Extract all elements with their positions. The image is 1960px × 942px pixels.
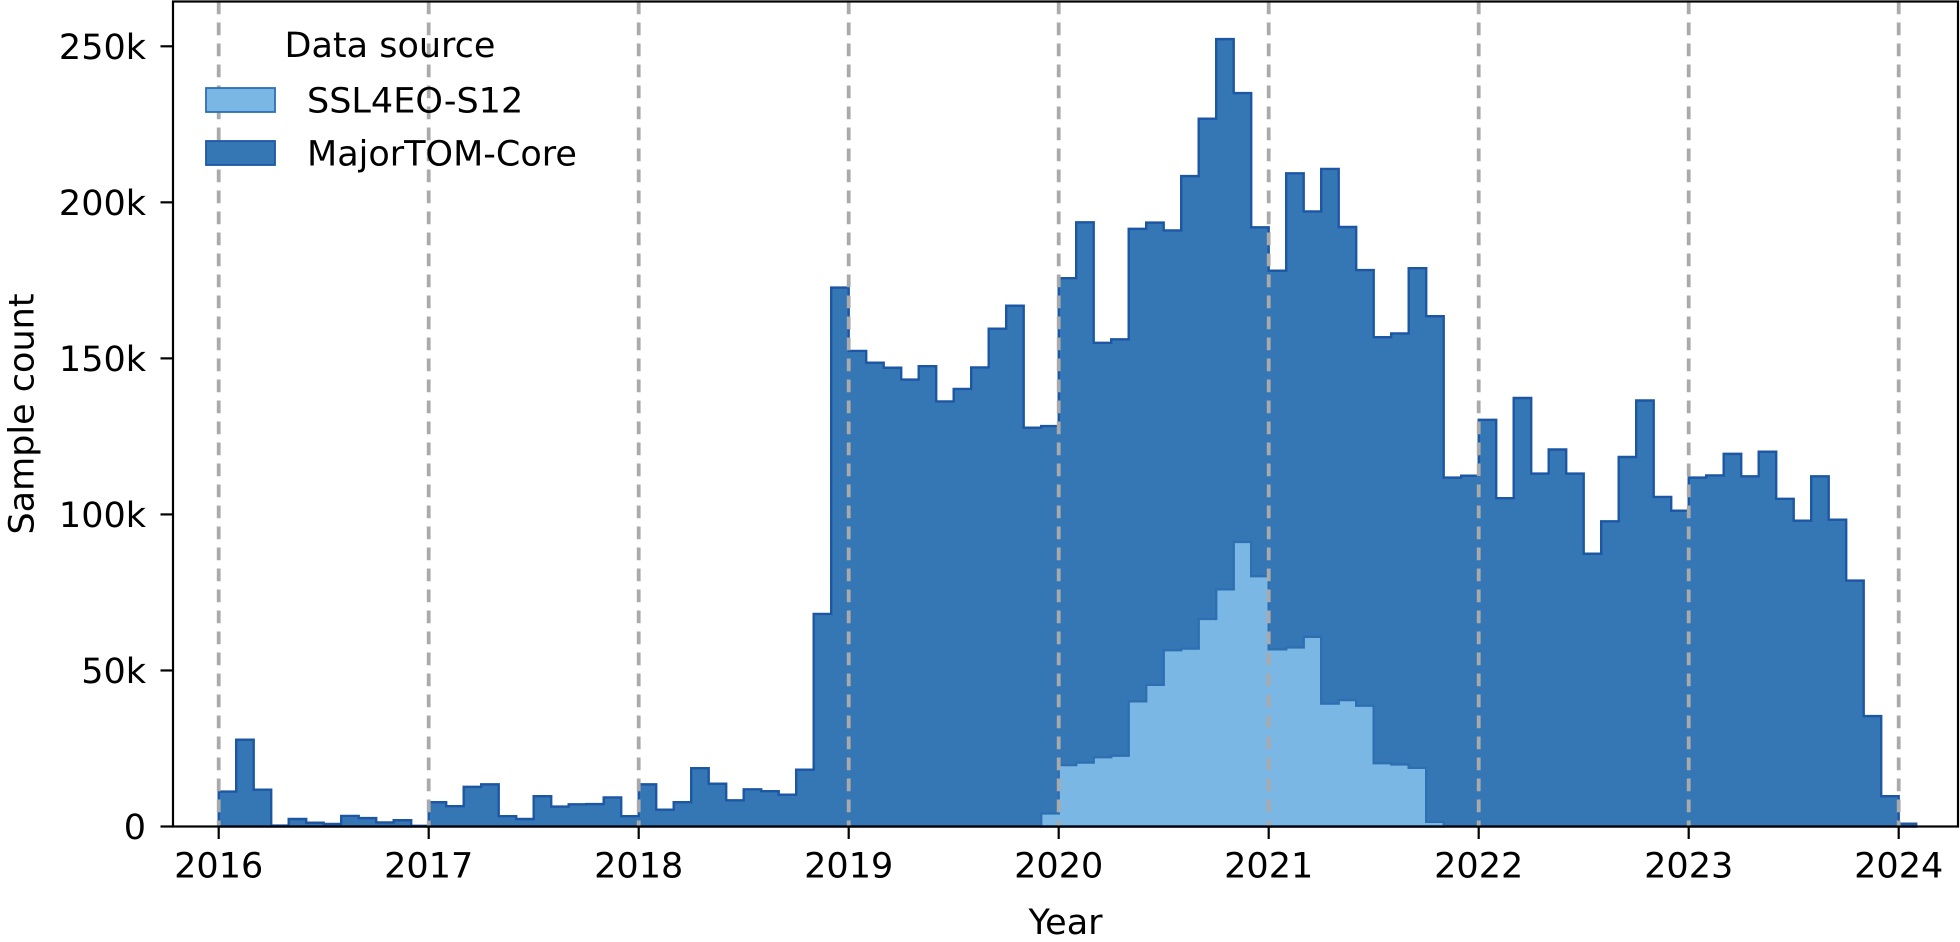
legend-label-ssl4eo: SSL4EO-S12 [307, 82, 523, 122]
x-tick-label: 2024 [1854, 847, 1943, 887]
series-SSL4EO-S12 [1040, 540, 1445, 828]
axes [160, 0, 1960, 839]
x-tick-label: 2017 [384, 847, 473, 887]
x-tick-label: 2020 [1014, 847, 1103, 887]
y-tick-label: 250k [59, 28, 147, 68]
x-tick-label: 2023 [1644, 847, 1733, 887]
legend: Data source SSL4EO-S12 MajorTOM-Core [205, 26, 577, 175]
y-tick-label: 100k [59, 496, 147, 536]
x-axis-label: Year [1027, 903, 1103, 942]
x-tick-label: 2016 [174, 847, 263, 887]
tick-labels: 0 50k 100k 150k 200k 250k 2016 2017 2018 2019 2020… [59, 28, 1943, 887]
y-tick-label: 150k [59, 340, 147, 380]
x-tick-label: 2021 [1224, 847, 1313, 887]
plot-frame [171, 0, 1960, 828]
x-tick-label: 2018 [594, 847, 683, 887]
x-tick-label: 2022 [1434, 847, 1523, 887]
legend-swatch-majortom [205, 140, 276, 166]
legend-title: Data source [285, 26, 496, 66]
y-tick-label: 200k [59, 184, 147, 224]
y-tick-label: 0 [124, 808, 146, 848]
gridlines [216, 1, 1901, 827]
legend-swatch-ssl4eo [205, 87, 276, 113]
series-MajorTOM-Core [217, 37, 1918, 828]
legend-label-majortom: MajorTOM-Core [307, 135, 577, 175]
x-tick-label: 2019 [804, 847, 893, 887]
y-axis-label: Sample count [3, 293, 43, 534]
histogram-series [217, 37, 1918, 828]
y-tick-label: 50k [81, 652, 147, 692]
